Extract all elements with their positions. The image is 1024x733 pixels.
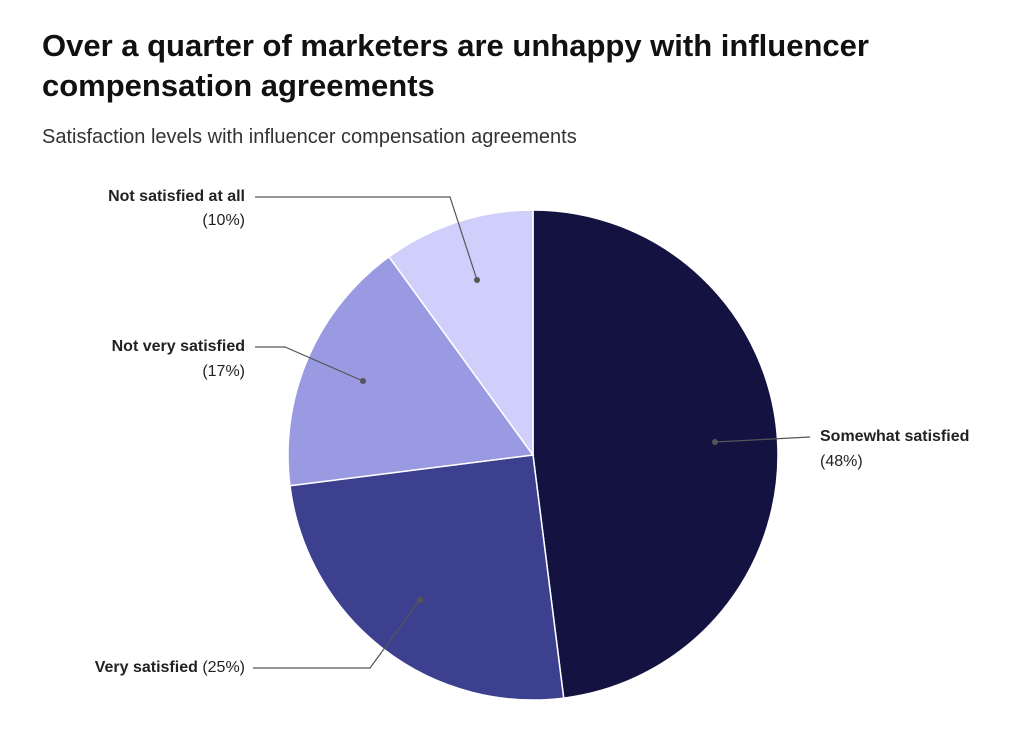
slice-value: (48%) bbox=[820, 453, 863, 470]
slice-value: (17%) bbox=[202, 363, 245, 380]
slice-value: (10%) bbox=[202, 212, 245, 229]
slice-name: Not very satisfied bbox=[112, 338, 245, 355]
pie-slice bbox=[532, 209, 779, 699]
leader-dot bbox=[474, 277, 480, 283]
slice-name: Very satisfied bbox=[95, 659, 198, 676]
leader-line bbox=[714, 436, 811, 443]
leader-dot bbox=[360, 378, 366, 384]
leader-line bbox=[255, 196, 478, 281]
pie-slice bbox=[387, 209, 534, 458]
slice-name: Somewhat satisfied bbox=[820, 428, 969, 445]
slice-value: (25%) bbox=[202, 659, 245, 676]
leader-dot bbox=[712, 439, 718, 445]
pie-slice bbox=[289, 454, 565, 701]
chart-title: Over a quarter of marketers are unhappy … bbox=[42, 28, 869, 103]
leader-dot bbox=[417, 597, 423, 603]
leader-line bbox=[253, 599, 421, 669]
slice-label: Very satisfied (25%) bbox=[95, 659, 245, 676]
leader-line bbox=[255, 346, 364, 382]
chart-subtitle: Satisfaction levels with influencer comp… bbox=[42, 126, 577, 148]
slice-name: Not satisfied at all bbox=[108, 188, 245, 205]
